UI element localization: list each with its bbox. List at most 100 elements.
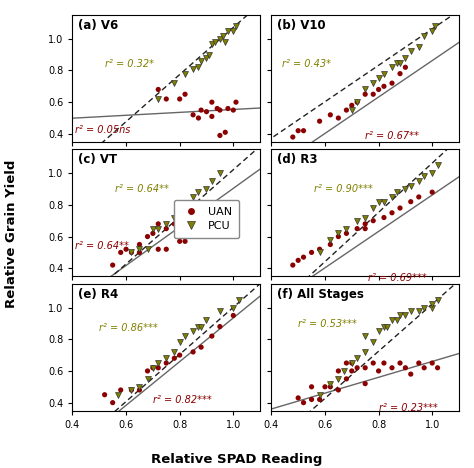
Point: [163, 246, 170, 253]
Point: [203, 316, 210, 324]
Point: [380, 323, 388, 330]
Point: [128, 386, 135, 394]
Point: [343, 359, 350, 367]
Text: r² = 0.53***: r² = 0.53***: [298, 319, 357, 329]
Point: [203, 108, 210, 116]
Point: [353, 364, 361, 372]
Point: [316, 396, 323, 403]
Point: [203, 214, 210, 221]
Point: [361, 220, 369, 227]
Point: [428, 359, 436, 367]
Point: [308, 249, 315, 256]
Text: r² = 0.67**: r² = 0.67**: [365, 131, 419, 140]
Point: [176, 205, 183, 212]
Point: [361, 364, 369, 372]
Point: [208, 177, 216, 185]
Point: [216, 132, 224, 139]
Point: [316, 391, 323, 398]
Point: [232, 22, 240, 30]
Point: [388, 193, 396, 201]
Point: [155, 364, 162, 372]
Point: [388, 316, 396, 324]
Point: [335, 367, 342, 375]
Point: [189, 193, 197, 201]
Text: Relative SPAD Reading: Relative SPAD Reading: [151, 453, 323, 466]
Point: [216, 35, 224, 43]
Point: [415, 177, 423, 185]
Point: [203, 54, 210, 61]
Point: [181, 332, 189, 340]
Point: [340, 367, 347, 375]
Point: [221, 38, 229, 46]
Point: [348, 359, 356, 367]
Point: [420, 304, 428, 311]
Point: [229, 312, 237, 319]
Point: [149, 364, 157, 372]
Point: [216, 323, 224, 330]
Point: [361, 332, 369, 340]
Point: [300, 399, 307, 406]
Point: [420, 173, 428, 180]
Point: [428, 189, 436, 196]
Point: [327, 236, 334, 243]
Point: [197, 106, 205, 114]
Point: [335, 114, 342, 122]
Point: [383, 323, 391, 330]
Point: [213, 105, 221, 112]
Point: [144, 375, 151, 383]
Point: [117, 249, 125, 256]
Point: [375, 328, 383, 335]
Point: [348, 367, 356, 375]
Point: [294, 256, 302, 264]
Text: r² = 0.90***: r² = 0.90***: [314, 184, 373, 194]
Point: [393, 316, 401, 324]
Point: [375, 75, 383, 82]
Point: [216, 106, 224, 114]
Point: [181, 70, 189, 77]
Point: [361, 348, 369, 356]
Point: [388, 364, 396, 372]
Point: [308, 396, 315, 403]
Point: [155, 246, 162, 253]
Point: [393, 189, 401, 196]
Point: [136, 386, 143, 394]
Point: [434, 296, 441, 303]
Text: r² = 0.05ns: r² = 0.05ns: [75, 125, 130, 135]
Point: [122, 246, 130, 253]
Point: [353, 217, 361, 225]
Text: r² = 0.23***: r² = 0.23***: [379, 402, 438, 413]
Text: r² = 0.86***: r² = 0.86***: [99, 323, 158, 333]
Point: [375, 198, 383, 205]
Point: [163, 220, 170, 227]
Point: [369, 205, 377, 212]
Point: [361, 86, 369, 93]
Text: (e) R4: (e) R4: [78, 288, 118, 300]
Point: [144, 246, 151, 253]
Point: [407, 48, 415, 55]
Point: [136, 246, 143, 253]
Point: [144, 367, 151, 375]
Point: [219, 32, 227, 39]
Point: [189, 328, 197, 335]
Text: (b) V10: (b) V10: [277, 19, 326, 32]
Point: [149, 230, 157, 237]
Point: [415, 193, 423, 201]
Point: [388, 209, 396, 217]
Point: [197, 217, 205, 225]
Point: [420, 364, 428, 372]
Point: [128, 249, 135, 256]
Point: [155, 95, 162, 103]
Point: [420, 32, 428, 39]
Point: [369, 90, 377, 98]
Point: [380, 70, 388, 77]
Point: [428, 27, 436, 35]
Point: [327, 380, 334, 388]
Text: Relative Grain Yield: Relative Grain Yield: [5, 160, 18, 308]
Point: [335, 375, 342, 383]
Point: [327, 241, 334, 248]
Point: [203, 185, 210, 193]
Point: [163, 225, 170, 233]
Point: [117, 386, 125, 394]
Point: [208, 98, 216, 106]
Point: [327, 111, 334, 118]
